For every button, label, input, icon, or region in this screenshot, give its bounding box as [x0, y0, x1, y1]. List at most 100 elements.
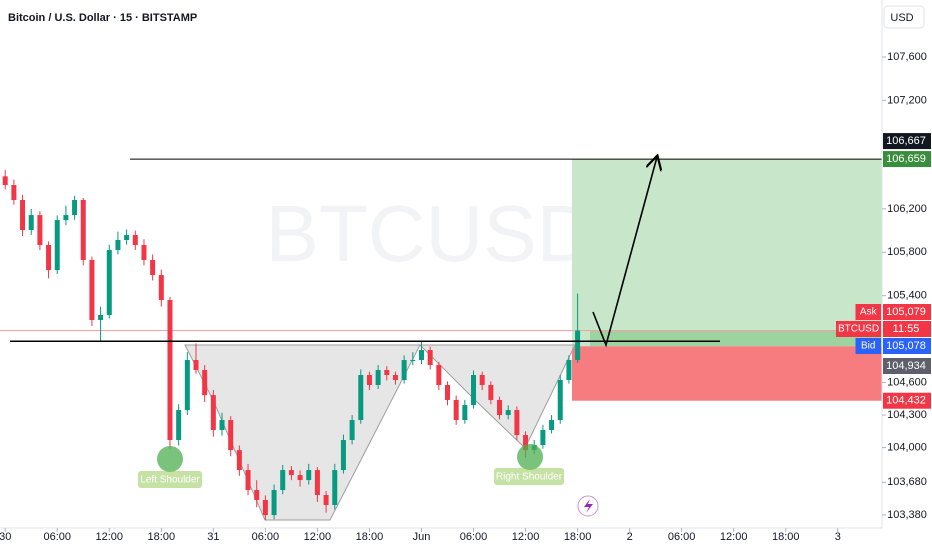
price-tag-box	[883, 358, 931, 374]
candle-body	[401, 360, 407, 380]
x-tick-label: 12:00	[720, 531, 748, 543]
right-shoulder-marker	[517, 444, 543, 470]
price-tag: 11:55	[883, 321, 931, 337]
candle-body	[288, 470, 294, 476]
candle-body	[505, 410, 511, 416]
candle-body	[436, 365, 442, 385]
x-tick-label: 18:00	[148, 531, 176, 543]
price-tag-label: 105,078	[886, 340, 926, 352]
price-tag-box	[883, 151, 931, 168]
currency-button[interactable]	[883, 5, 925, 29]
candle-body	[280, 470, 286, 491]
x-tick-label: 06:00	[252, 531, 280, 543]
candle-body	[462, 405, 468, 421]
candle-body	[314, 470, 320, 496]
candle-body	[236, 450, 242, 471]
candle-body	[167, 300, 173, 440]
candle-body	[297, 475, 303, 481]
price-tag: 105,078	[883, 338, 931, 354]
price-tag-box	[883, 392, 931, 409]
y-tick-label: 107,600	[887, 51, 927, 63]
candle-body	[418, 350, 424, 361]
profit-zone	[572, 159, 882, 347]
candle-body	[445, 384, 451, 400]
x-tick-label: 12:00	[304, 531, 332, 543]
candle-body	[54, 220, 60, 271]
candle-body	[89, 259, 95, 320]
price-tag: 105,079	[883, 304, 931, 320]
background-layer: BTCUSD	[0, 158, 882, 401]
candle-body	[523, 435, 529, 451]
candle-body	[306, 470, 312, 481]
candle-body	[479, 375, 485, 385]
candle-body	[349, 420, 355, 440]
price-tag: 106,667	[883, 133, 931, 150]
price-tag-name-label: Bid	[861, 341, 875, 352]
x-tick-label: 12:00	[96, 531, 124, 543]
candle-body	[375, 370, 381, 385]
price-tag-name: Bid	[855, 338, 881, 354]
candle-body	[158, 275, 164, 301]
price-tag-box	[883, 338, 931, 354]
candle-body	[453, 399, 459, 421]
candle-body	[392, 375, 398, 380]
price-tag-label: 106,659	[886, 153, 926, 165]
candle-body	[540, 430, 546, 445]
projection-arrow	[592, 157, 657, 348]
x-tick-label: 06:00	[43, 531, 71, 543]
candle-body	[557, 379, 563, 421]
price-tag-name-box	[836, 321, 881, 337]
candle-body	[176, 410, 182, 440]
y-tick-label: 106,200	[887, 203, 927, 215]
y-tick-label: 104,300	[887, 409, 927, 421]
annotation-box	[138, 471, 202, 488]
y-tick-label: 105,400	[887, 290, 927, 302]
candle-body	[11, 185, 17, 200]
price-tag-name-box	[855, 338, 881, 354]
y-tick-label: 105,800	[887, 246, 927, 258]
candle-body	[471, 375, 477, 406]
price-tag-name-label: Ask	[860, 307, 878, 318]
candle-body	[262, 500, 268, 516]
y-tick-label: 104,600	[887, 376, 927, 388]
candle-body	[20, 199, 26, 231]
candle-body	[427, 350, 433, 366]
price-tag-label: 105,079	[886, 306, 926, 318]
candle-body	[228, 420, 234, 451]
annotation: Left Shoulder	[140, 475, 200, 486]
watermark: BTCUSD	[266, 189, 595, 278]
candle-body	[28, 215, 34, 231]
candle-body	[132, 235, 138, 246]
lightning-icon	[584, 499, 593, 513]
candle-body	[488, 384, 494, 400]
x-tick-label: 06:00	[668, 531, 696, 543]
price-tag-name-label: BTCUSD	[838, 324, 879, 335]
candle-body	[98, 314, 104, 320]
candle-body	[271, 490, 277, 516]
y-tick-label: 104,000	[887, 442, 927, 454]
price-tag-box	[883, 304, 931, 320]
x-tick-label: 06:00	[460, 531, 488, 543]
candle-body	[210, 395, 216, 431]
y-tick-label: 107,200	[887, 94, 927, 106]
candle-body	[63, 215, 69, 221]
left-shoulder-marker	[157, 446, 183, 472]
candle-body	[46, 245, 52, 271]
price-tag-name: Ask	[855, 304, 881, 320]
candle-body	[566, 360, 572, 380]
price-tag-name: BTCUSD	[836, 321, 881, 337]
price-tag: 106,659	[883, 151, 931, 168]
y-tick-label: 103,680	[887, 476, 927, 488]
price-tag-label: 104,934	[886, 360, 926, 372]
candles	[2, 169, 581, 521]
candle-body	[150, 259, 156, 276]
x-tick-label: Jun	[413, 531, 431, 543]
candle-body	[72, 199, 78, 216]
price-tag: 104,934	[883, 358, 931, 374]
price-tag-box	[883, 133, 931, 150]
axes: 107,600 107,200 106,200 105,800 105,400 104,6…	[0, 51, 931, 543]
candle-body	[497, 399, 503, 416]
candle-body	[80, 199, 86, 260]
